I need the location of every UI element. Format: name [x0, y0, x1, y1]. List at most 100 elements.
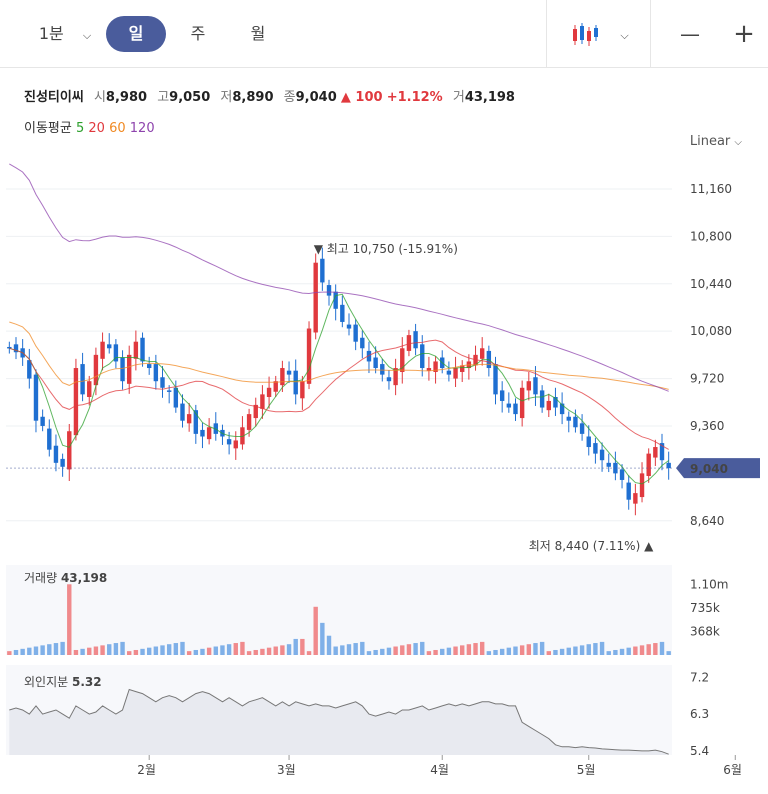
volume-bar [73, 649, 79, 655]
volume-bar [20, 648, 25, 655]
candle-body [13, 344, 19, 353]
tab-day[interactable]: 일 [106, 16, 166, 52]
volume-bar [613, 649, 618, 655]
volume-bar [166, 644, 172, 655]
volume-bar [619, 648, 625, 655]
volume-bar [659, 641, 665, 655]
candle-body [479, 348, 485, 359]
volume-bar [313, 606, 318, 655]
volume-bar [386, 647, 392, 655]
candle-body [453, 368, 458, 379]
open-label: 시 [93, 90, 106, 105]
volume-value: 43,198 [464, 90, 515, 105]
candle-body [573, 416, 578, 428]
price-tick-label: 10,800 [690, 229, 732, 243]
high-annotation: ▼ 최고 10,750 (-15.91%) [314, 242, 458, 256]
volume-bar [666, 651, 671, 655]
change-percent: +1.12% [386, 90, 443, 105]
candle-body [346, 324, 352, 329]
candle-body [40, 416, 45, 426]
volume-bar [460, 645, 465, 655]
volume-bar [553, 649, 558, 655]
x-tick-label: 6월 [723, 763, 742, 777]
interval-select[interactable]: 1분 ⌵ [30, 16, 100, 52]
volume-bar [127, 651, 132, 655]
volume-bar [633, 646, 638, 655]
candle-body [619, 469, 625, 480]
volume-bar [393, 646, 398, 655]
volume-bar [519, 645, 525, 655]
volume-bar [133, 649, 139, 655]
volume-bar [406, 644, 412, 655]
price-tick-label: 9,360 [690, 419, 724, 433]
chart-type-select[interactable]: ⌵ [560, 16, 640, 52]
candle-body [80, 364, 85, 395]
low-value: 8,890 [232, 90, 274, 105]
candle-body [320, 258, 325, 283]
candle-body [433, 361, 438, 372]
volume-bar [293, 638, 298, 655]
volume-bar [27, 647, 32, 655]
volume-bar [53, 643, 59, 655]
ma5-line [9, 293, 669, 485]
candle-body [546, 400, 551, 411]
candle-body [160, 377, 165, 388]
candle-body [7, 346, 12, 349]
candle-body [373, 357, 378, 369]
volume-bar [193, 649, 199, 655]
volume-bar [440, 648, 445, 655]
volume-bar [120, 641, 125, 655]
volume-bar [286, 644, 292, 655]
ownership-tick-label: 6.3 [690, 707, 709, 721]
volume-label: 거 [452, 90, 465, 105]
change-value: ▲ 100 [340, 90, 383, 105]
chevron-down-icon: ⌵ [734, 137, 742, 148]
ma20-legend: 20 [88, 121, 105, 136]
zoom-in-button[interactable]: + [733, 19, 755, 49]
ma120-legend: 120 [129, 121, 155, 136]
volume-bar [273, 646, 278, 655]
tab-week[interactable]: 주 [190, 24, 206, 43]
volume-bar [526, 644, 532, 655]
candle-body [633, 493, 638, 504]
candle-body [273, 381, 278, 392]
zoom-out-button[interactable]: — [680, 22, 700, 46]
candle-body [293, 370, 298, 395]
x-tick-label: 4월 [430, 763, 449, 777]
candle-body [306, 328, 312, 384]
current-price-badge [676, 458, 760, 479]
volume-bar [546, 651, 551, 655]
candle-body [639, 473, 645, 498]
candle-body [393, 368, 398, 386]
price-tick-label: 9,720 [690, 372, 724, 386]
volume-bar [80, 648, 85, 655]
quote-summary: 진성티이씨 시8,980 고9,050 저8,890 종9,040 ▲ 100 … [24, 86, 515, 105]
high-label: 고 [157, 90, 170, 105]
volume-bar [40, 645, 45, 655]
volume-panel-bg [6, 565, 672, 655]
volume-bar [326, 635, 332, 655]
stock-name: 진성티이씨 [24, 90, 84, 105]
candle-body [60, 458, 65, 467]
volume-bar [47, 644, 52, 655]
volume-bar [260, 648, 265, 655]
volume-bar [200, 648, 205, 655]
candle-body [53, 445, 59, 463]
candle-body [47, 428, 52, 450]
scale-mode-select[interactable]: Linear ⌵ [690, 134, 742, 149]
candle-body [113, 344, 119, 362]
volume-bar [107, 644, 112, 655]
candle-body [280, 368, 285, 386]
candle-body [566, 416, 571, 421]
tab-month[interactable]: 월 [250, 24, 266, 43]
volume-bar [233, 643, 238, 655]
volume-bar [87, 647, 92, 655]
volume-bar [413, 643, 418, 655]
volume-bar [160, 645, 165, 655]
volume-bar [306, 651, 312, 655]
candle-body [120, 357, 125, 382]
volume-bar [539, 641, 545, 655]
volume-bar [586, 644, 591, 655]
ownership-tick-label: 7.2 [690, 670, 709, 684]
